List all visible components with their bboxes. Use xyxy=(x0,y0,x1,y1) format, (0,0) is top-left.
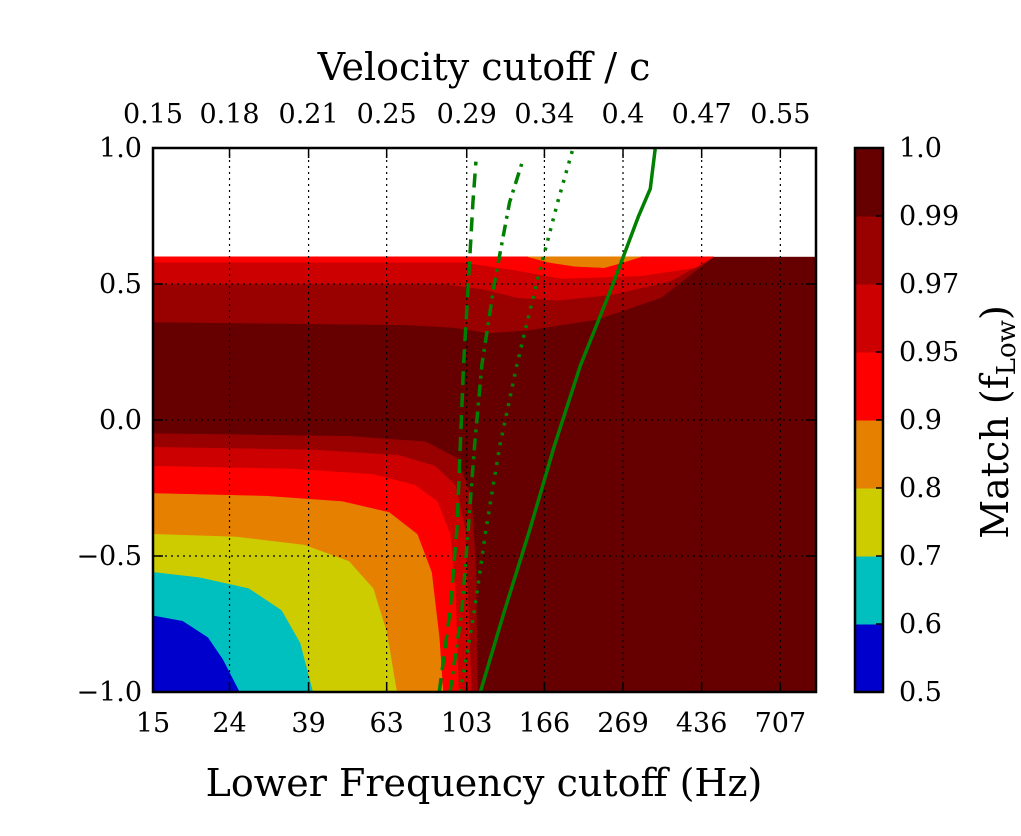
colorbar-tick-label: 0.95 xyxy=(899,337,959,368)
colorbar-segment-0.95 xyxy=(855,284,883,353)
colorbar-segment-0.5 xyxy=(855,624,883,693)
colorbar-tick-label: 0.8 xyxy=(899,473,942,504)
colorbar-tick-label: 0.99 xyxy=(899,201,959,232)
x-top-tick-label: 0.25 xyxy=(357,99,417,130)
colorbar-tick-label: 0.97 xyxy=(899,269,959,300)
colorbar-segment-0.6 xyxy=(855,556,883,625)
colorbar-tick-label: 0.9 xyxy=(899,405,942,436)
series-lines xyxy=(437,148,658,692)
colorbar: 0.5 0.6 0.7 0.8 0.9 0.95 0.97 0.99 1.0 xyxy=(853,133,959,708)
x-top-tick-label: 0.4 xyxy=(602,99,645,130)
x-tick-label: 24 xyxy=(212,708,246,739)
colorbar-label-main: Match (f xyxy=(973,372,1017,538)
colorbar-label: Match (fLow) xyxy=(973,305,1021,539)
axis-tick-labels: 15 24 39 63 103 166 269 436 707 0.15 0.18 0.21 0.25 0… xyxy=(76,99,810,739)
x-tick-label: 707 xyxy=(755,708,807,739)
x-tick-label: 436 xyxy=(676,708,728,739)
x-tick-label: 39 xyxy=(291,708,325,739)
colorbar-tick-label: 0.5 xyxy=(899,677,942,708)
x-top-tick-label: 0.34 xyxy=(514,99,574,130)
x-top-tick-label: 0.47 xyxy=(672,99,732,130)
grid-lines xyxy=(153,148,816,692)
colorbar-segment-0.97 xyxy=(855,216,883,285)
x-top-axis-label: Velocity cutoff / c xyxy=(317,45,651,89)
y-tick-label: −0.5 xyxy=(76,541,142,572)
x-tick-label: 269 xyxy=(597,708,649,739)
x-top-tick-label: 0.55 xyxy=(750,99,810,130)
y-tick-label: 1.0 xyxy=(99,133,142,164)
x-tick-label: 63 xyxy=(369,708,403,739)
colorbar-segment-0.9 xyxy=(855,352,883,421)
colorbar-tick-label: 1.0 xyxy=(899,133,942,164)
x-tick-label: 166 xyxy=(519,708,571,739)
contour-region-match-top-0.8-0.9 xyxy=(527,256,641,268)
series-line-dash-dot xyxy=(448,161,525,692)
x-top-tick-label: 0.21 xyxy=(279,99,339,130)
x-axis-label: Lower Frequency cutoff (Hz) xyxy=(206,761,763,805)
y-tick-label: 0.0 xyxy=(99,405,142,436)
y-tick-label: −1.0 xyxy=(76,677,142,708)
axis-ticks xyxy=(152,147,816,693)
colorbar-tick-label: 0.7 xyxy=(899,541,942,572)
x-tick-label: 15 xyxy=(136,708,170,739)
x-top-tick-label: 0.18 xyxy=(199,99,259,130)
x-top-tick-label: 0.15 xyxy=(123,99,183,130)
series-line-solid xyxy=(478,148,658,692)
y-tick-label: 0.5 xyxy=(99,269,142,300)
x-top-tick-label: 0.29 xyxy=(437,99,497,130)
colorbar-segment-0.7 xyxy=(855,488,883,557)
x-tick-label: 103 xyxy=(441,708,493,739)
colorbar-label-close: ) xyxy=(973,305,1017,320)
colorbar-label-sub: Low xyxy=(992,320,1021,375)
colorbar-tick-label: 0.6 xyxy=(899,609,942,640)
colorbar-segment-0.99 xyxy=(855,148,883,217)
contour-region-match-0.5-0.6 xyxy=(153,615,240,692)
contour-fills xyxy=(153,256,816,692)
series-line-dashed xyxy=(437,161,478,692)
colorbar-segment-0.8 xyxy=(855,420,883,489)
